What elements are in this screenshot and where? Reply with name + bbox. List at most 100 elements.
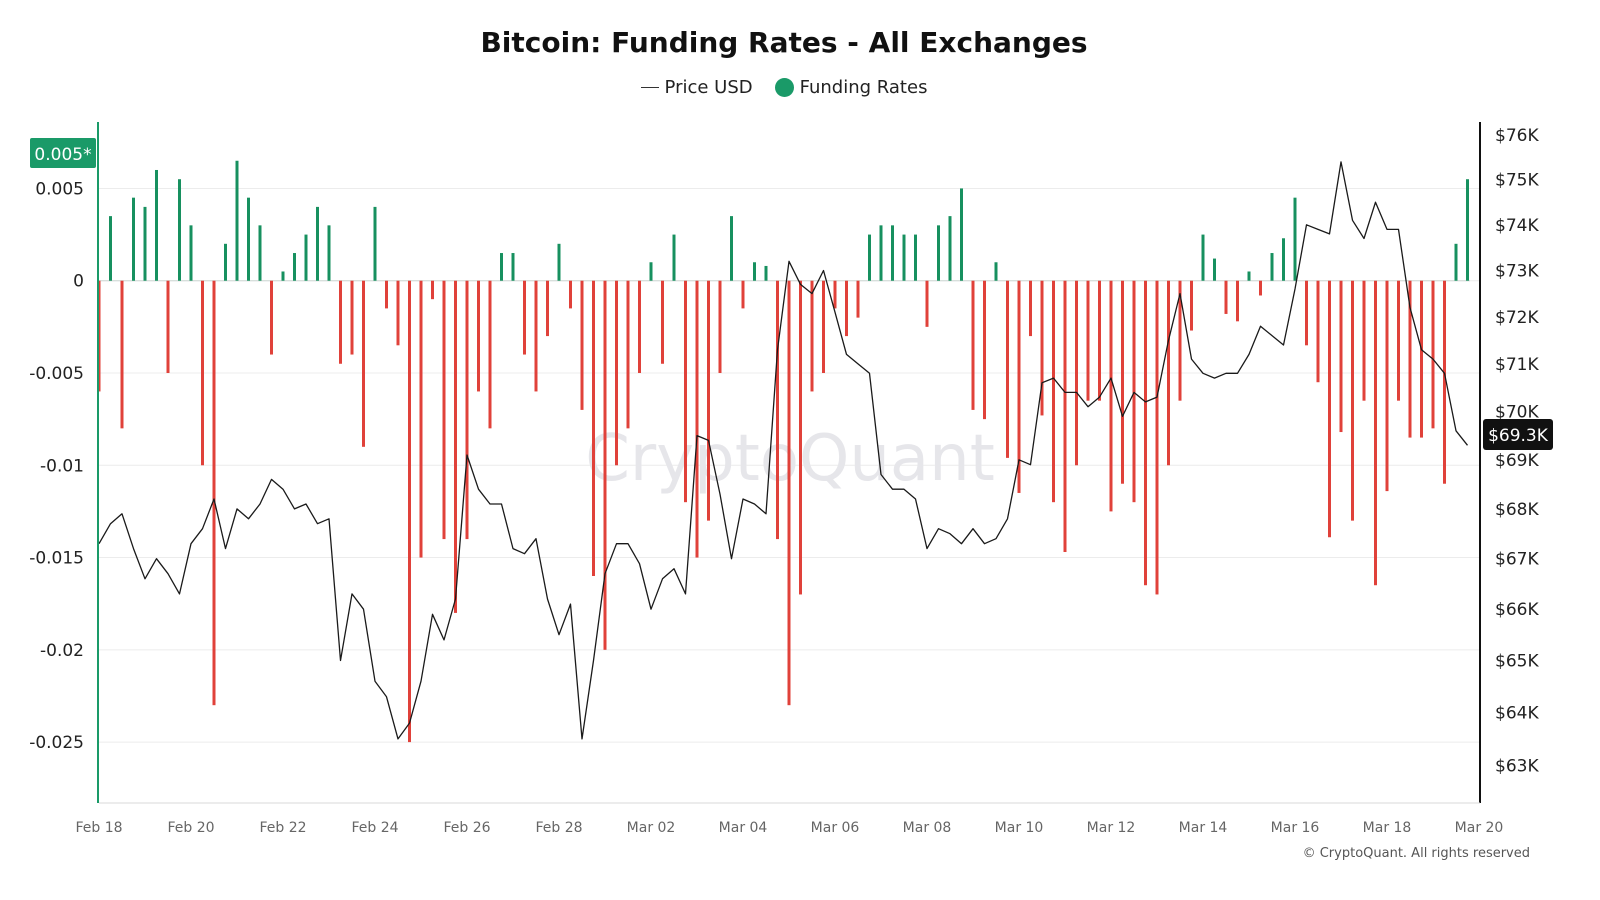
funding-bar — [442, 280, 446, 540]
funding-bar — [822, 280, 825, 373]
legend-price[interactable]: Price USD — [664, 76, 753, 98]
funding-bar — [511, 253, 515, 281]
funding-bar — [1351, 280, 1354, 521]
funding-bar — [1420, 280, 1423, 438]
right-tick-label: $73K — [1495, 262, 1539, 282]
funding-bar — [971, 280, 975, 410]
funding-bar — [293, 253, 296, 281]
funding-bar — [120, 280, 124, 429]
funding-bar — [1305, 280, 1308, 346]
funding-bar — [189, 225, 193, 281]
funding-bar — [1098, 280, 1101, 401]
funding-bar — [316, 206, 319, 281]
x-tick-label: Mar 16 — [1271, 820, 1320, 836]
funding-current-badge — [30, 138, 96, 168]
funding-bar — [270, 280, 273, 355]
funding-bar — [1443, 280, 1446, 484]
x-tick-label: Mar 20 — [1455, 820, 1504, 836]
x-tick-label: Feb 20 — [167, 820, 214, 836]
funding-bar — [1408, 280, 1412, 438]
funding-bar — [212, 280, 216, 706]
right-tick-label: $70K — [1495, 403, 1539, 423]
funding-bar — [109, 216, 112, 281]
funding-bar — [661, 280, 664, 364]
funding-bar — [1086, 280, 1090, 401]
funding-bar — [1397, 280, 1400, 401]
funding-bar — [166, 280, 170, 373]
funding-bar — [1224, 280, 1228, 314]
funding-bar — [1247, 271, 1251, 281]
funding-bar — [1052, 280, 1055, 503]
legend: Price USD Funding Rates — [0, 76, 1568, 98]
funding-bar — [994, 262, 998, 281]
funding-bar — [845, 280, 848, 337]
funding-bar — [339, 280, 342, 364]
funding-dot-legend-icon — [774, 77, 794, 97]
funding-bar — [603, 280, 607, 650]
left-tick-label: 0.005 — [35, 179, 84, 199]
funding-bar — [1040, 280, 1044, 416]
funding-current-value: 0.005* — [34, 145, 91, 165]
funding-bar — [569, 280, 572, 309]
funding-bar — [304, 234, 308, 281]
funding-bar — [810, 280, 814, 392]
funding-bar — [488, 280, 492, 429]
funding-bar — [1431, 280, 1435, 429]
funding-bar — [546, 280, 549, 337]
funding-bar — [856, 280, 860, 318]
x-tick-label: Mar 12 — [1087, 820, 1136, 836]
funding-bar — [983, 280, 986, 420]
funding-bar — [350, 280, 354, 355]
funding-bar — [201, 280, 204, 466]
funding-bar — [1466, 179, 1469, 281]
right-tick-label: $75K — [1495, 171, 1539, 191]
funding-bar — [178, 179, 181, 281]
right-tick-label: $64K — [1495, 704, 1539, 724]
left-tick-label: -0.01 — [40, 456, 84, 476]
x-tick-label: Mar 18 — [1363, 820, 1412, 836]
funding-bar — [1144, 280, 1147, 586]
funding-bar — [615, 280, 618, 466]
funding-bar — [1293, 197, 1297, 281]
funding-bar — [1075, 280, 1078, 466]
funding-bar — [408, 280, 411, 743]
funding-bar — [419, 280, 423, 558]
right-tick-label: $68K — [1495, 500, 1539, 520]
funding-bar — [155, 169, 158, 281]
price-current-badge — [1483, 419, 1553, 450]
funding-bar — [1109, 280, 1113, 512]
funding-bar — [891, 225, 894, 281]
x-tick-label: Feb 18 — [75, 820, 122, 836]
funding-bar — [1259, 280, 1262, 296]
x-tick-label: Feb 26 — [443, 820, 490, 836]
funding-bar — [362, 280, 365, 447]
funding-bar — [1190, 280, 1193, 331]
left-tick-label: -0.025 — [29, 733, 84, 753]
funding-bar — [626, 280, 630, 429]
funding-bar — [385, 280, 388, 309]
funding-bar — [776, 280, 779, 540]
legend-funding[interactable]: Funding Rates — [799, 76, 928, 98]
funding-bar — [281, 271, 285, 281]
funding-bar — [1236, 280, 1239, 322]
funding-bar — [247, 197, 250, 281]
price-line-legend-icon — [640, 86, 659, 88]
funding-bar — [684, 280, 687, 503]
funding-bar — [143, 206, 147, 281]
funding-bar — [914, 234, 917, 281]
left-tick-label: -0.02 — [40, 641, 84, 661]
funding-bar — [695, 280, 699, 558]
funding-bar — [1328, 280, 1331, 538]
funding-bar — [534, 280, 538, 392]
funding-bar — [868, 234, 871, 281]
funding-bar — [1017, 280, 1021, 493]
funding-bar — [1213, 258, 1216, 281]
x-tick-label: Mar 10 — [995, 820, 1044, 836]
x-tick-label: Feb 28 — [535, 820, 582, 836]
funding-bar — [1167, 280, 1170, 466]
funding-bar — [1270, 253, 1274, 281]
funding-bar — [1178, 280, 1182, 401]
funding-bar — [833, 280, 837, 309]
x-tick-label: Mar 04 — [719, 820, 768, 836]
